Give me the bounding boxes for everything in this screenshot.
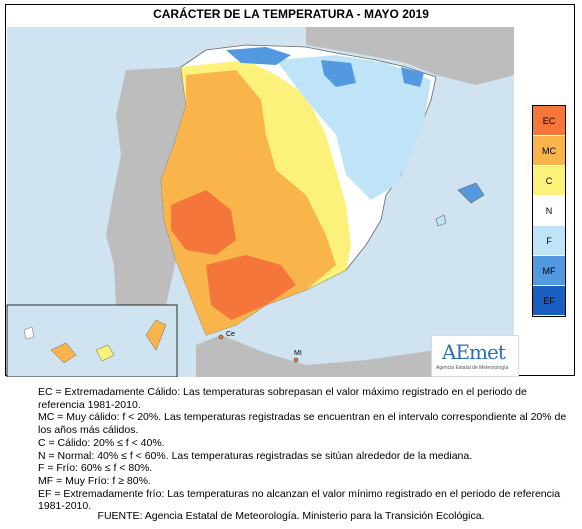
region-muy-frio-east <box>321 60 356 87</box>
note-ef: EF = Extremadamente frío: Las temperatur… <box>38 487 561 513</box>
canary-island-4 <box>23 326 35 340</box>
melilla-label: MI <box>294 350 302 357</box>
region-muy-frio-pyrenees <box>401 67 424 87</box>
region-muy-calido <box>161 70 336 335</box>
region-extremadamente-calido <box>171 190 236 255</box>
legend-item-mf: MF <box>533 256 565 286</box>
legend-item-n: N <box>533 196 565 226</box>
legend-item-c: C <box>533 166 565 196</box>
aemet-logo-text: AEmet <box>442 340 506 364</box>
legend-item-mc: MC <box>533 136 565 166</box>
note-c: C = Cálido: 20% ≤ f < 40%. <box>38 436 165 449</box>
region-frio <box>276 55 431 200</box>
ceuta-label: Ce <box>226 331 235 338</box>
note-f: F = Frío: 60% ≤ f < 80%. <box>38 462 153 475</box>
legend-item-f: F <box>533 226 565 256</box>
note-mf: MF = Muy Frío: f ≥ 80%. <box>38 474 151 487</box>
portugal-land <box>106 67 186 315</box>
legend: EC MC C N F MF EF <box>532 105 566 317</box>
map-title: CARÁCTER DE LA TEMPERATURA - MAYO 2019 <box>153 7 429 21</box>
balearic-ibiza <box>435 214 447 227</box>
balearic-islands <box>457 182 485 204</box>
region-muy-frio <box>226 47 291 65</box>
ceuta-marker <box>218 334 224 340</box>
canary-island-3 <box>95 344 115 362</box>
map-frame: Ce MI CARÁCTER DE LA TEMPERATURA - MAYO … <box>5 4 575 377</box>
region-extremadamente-calido-south <box>206 255 296 320</box>
legend-item-ef: EF <box>533 286 565 316</box>
france-land <box>306 27 514 85</box>
canary-inset <box>6 304 178 377</box>
canary-island-2 <box>145 319 167 351</box>
aemet-logo-subtitle: Agencia Estatal de Meteorología <box>436 365 509 371</box>
aemet-logo: AEmet Agencia Estatal de Meteorología <box>431 335 519 377</box>
melilla-marker <box>293 357 299 363</box>
legend-notes: EC = Extremadamente Cálido: Las temperat… <box>38 386 568 513</box>
note-n: N = Normal: 40% ≤ f < 60%. Las temperatu… <box>38 449 473 462</box>
note-ec: EC = Extremadamente Cálido: Las temperat… <box>38 386 527 411</box>
legend-item-ec: EC <box>533 106 565 136</box>
temperature-map: Ce MI <box>6 27 514 377</box>
canary-island-1 <box>50 342 77 364</box>
note-mc: MC = Muy cálido: f < 20%. Las temperatur… <box>38 411 567 437</box>
source-text: FUENTE: Agencia Estatal de Meteorología.… <box>97 510 485 522</box>
